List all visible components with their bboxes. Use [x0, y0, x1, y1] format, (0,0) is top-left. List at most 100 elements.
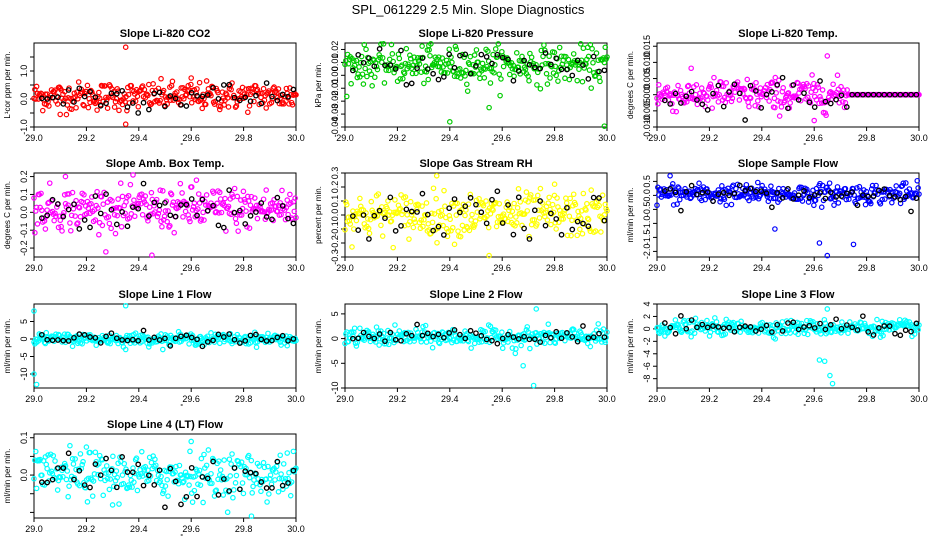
data-point: [511, 200, 517, 207]
data-point-black: [667, 101, 674, 107]
data-point-black: [726, 324, 732, 331]
data-point: [80, 101, 86, 108]
x-tick-label: 29.0: [648, 394, 666, 404]
x-tick-label: 29.8: [235, 263, 253, 273]
data-point: [499, 329, 505, 335]
data-point-black: [817, 189, 823, 196]
data-point-black: [699, 189, 706, 196]
data-point: [106, 486, 113, 493]
data-point: [675, 321, 681, 328]
data-point: [200, 499, 206, 506]
data-point-black: [371, 335, 378, 342]
data-point: [570, 326, 577, 333]
data-point: [669, 108, 676, 115]
data-point: [776, 113, 783, 119]
data-point: [95, 471, 101, 478]
data-point: [69, 189, 76, 196]
data-point: [569, 217, 575, 224]
data-point: [187, 218, 193, 225]
data-point-black: [124, 104, 131, 110]
data-point-black: [699, 321, 706, 328]
y-tick-label: 0.0: [19, 469, 29, 482]
data-point: [700, 89, 707, 96]
data-point-black: [210, 337, 216, 344]
data-point-black: [473, 63, 479, 69]
data-point: [87, 449, 93, 456]
data-point: [555, 78, 561, 84]
data-point-black: [715, 82, 722, 89]
data-point: [599, 192, 606, 199]
data-point: [202, 101, 209, 108]
data-point-black: [678, 207, 684, 214]
data-point-black: [886, 323, 893, 330]
data-point: [343, 201, 350, 208]
data-point: [62, 173, 69, 180]
data-point: [453, 46, 460, 53]
data-point: [579, 230, 586, 237]
data-point: [505, 339, 511, 345]
data-point: [472, 218, 479, 224]
data-point: [84, 499, 91, 505]
data-point-black: [430, 227, 436, 234]
data-point: [199, 105, 206, 112]
data-point: [198, 216, 205, 223]
data-point: [103, 463, 110, 469]
data-point: [861, 320, 868, 327]
data-point-black: [290, 86, 297, 93]
data-point-black: [483, 220, 490, 227]
plot-frame: [656, 172, 920, 258]
data-point-black: [446, 330, 453, 336]
data-point-black: [435, 76, 442, 83]
data-point-black: [108, 467, 115, 474]
data-point: [816, 240, 823, 246]
data-point-black: [710, 90, 716, 97]
data-point: [159, 223, 165, 230]
data-point: [240, 490, 247, 497]
data-point: [537, 185, 544, 192]
data-point-black: [822, 195, 829, 202]
data-point: [371, 333, 378, 339]
data-point-black: [769, 329, 775, 335]
data-point-black: [742, 323, 748, 329]
data-point-black: [876, 187, 882, 194]
data-point-black: [146, 106, 152, 113]
data-point: [247, 202, 254, 209]
data-point: [189, 207, 196, 213]
data-point-black: [473, 330, 479, 337]
data-point: [292, 195, 298, 201]
y-axis-label: degrees C per min.: [626, 51, 635, 119]
data-point: [400, 75, 406, 82]
data-point: [468, 217, 474, 223]
data-point: [93, 342, 100, 349]
data-point: [46, 103, 52, 109]
data-point: [732, 89, 738, 96]
data-point: [899, 182, 906, 189]
data-point-black: [467, 327, 474, 334]
data-point-black: [44, 336, 51, 343]
data-point: [188, 81, 194, 88]
data-point-black: [226, 331, 233, 337]
data-point-black: [103, 333, 109, 340]
data-point-black: [65, 87, 72, 93]
data-point-black: [231, 209, 238, 216]
data-point: [364, 216, 371, 222]
data-point: [293, 214, 299, 221]
data-point: [423, 339, 430, 345]
data-point-black: [387, 194, 394, 201]
data-point: [602, 44, 609, 51]
data-point-black: [162, 504, 168, 511]
data-point: [588, 187, 595, 193]
data-point: [799, 198, 806, 204]
data-point: [753, 79, 759, 86]
data-point-black: [81, 217, 88, 223]
data-point-black: [817, 78, 823, 84]
data-point: [484, 213, 490, 220]
data-point: [251, 98, 257, 105]
data-point: [230, 494, 236, 501]
data-point: [437, 60, 444, 66]
data-point-black: [892, 330, 898, 337]
data-point: [721, 196, 728, 203]
data-point-black: [408, 332, 415, 339]
data-point: [736, 97, 743, 103]
data-point-black: [897, 91, 904, 98]
